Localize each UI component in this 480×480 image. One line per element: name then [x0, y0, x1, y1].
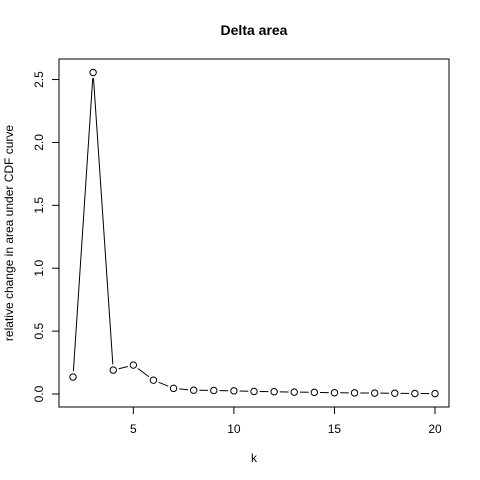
data-point: [270, 388, 278, 396]
data-point: [230, 387, 238, 395]
y-tick-label: 1.5: [32, 197, 46, 214]
data-point: [411, 389, 419, 398]
data-point: [109, 366, 117, 374]
data-point: [129, 361, 138, 369]
x-tick-label: 10: [227, 422, 241, 436]
data-point: [370, 389, 379, 397]
y-axis-label: relative change in area under CDF curve: [2, 125, 16, 341]
y-tick-label: 1.0: [32, 260, 46, 277]
y-tick-label: 2.5: [32, 71, 46, 88]
plot-frame: [58, 58, 450, 408]
data-point: [149, 376, 158, 384]
y-tick-label: 2.0: [32, 134, 46, 151]
data-point: [69, 373, 77, 381]
series-line-segment: [118, 365, 128, 370]
series-line-segment: [92, 78, 114, 365]
data-point: [210, 386, 218, 395]
data-point: [189, 386, 198, 394]
x-axis: 5 10 15 20: [130, 407, 442, 436]
data-point: [250, 387, 258, 396]
y-tick-label: 0.5: [32, 322, 46, 339]
series-layer: [69, 68, 439, 398]
series-line-segment: [179, 388, 189, 391]
data-point: [310, 388, 319, 397]
data-point: [169, 384, 178, 393]
data-point: [391, 389, 399, 397]
series-line-segment: [72, 78, 94, 372]
series-line-segment: [158, 381, 169, 387]
data-point: [330, 389, 339, 397]
x-tick-label: 15: [328, 422, 342, 436]
y-axis: 0.0 0.5 1.0 1.5 2.0 2.5: [32, 71, 59, 402]
y-tick-label: 0.0: [32, 385, 46, 402]
series-line-segment: [137, 368, 150, 378]
chart-title: Delta area: [221, 22, 288, 38]
data-point: [290, 388, 298, 396]
data-point: [350, 389, 359, 397]
x-tick-label: 5: [130, 422, 137, 436]
data-point: [431, 389, 439, 398]
data-point: [89, 68, 97, 77]
x-axis-label: k: [251, 451, 258, 465]
x-tick-label: 20: [428, 422, 442, 436]
